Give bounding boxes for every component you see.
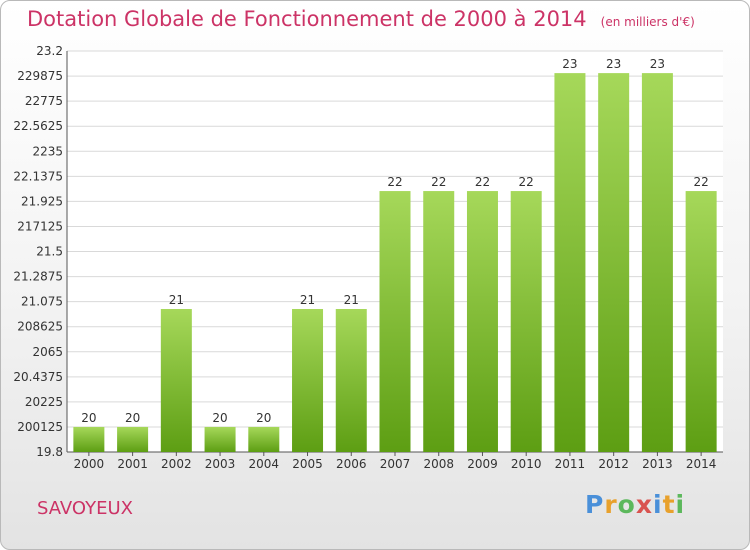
y-tick-label: 21.925 — [21, 194, 63, 208]
logo-letter-x: x — [635, 490, 653, 519]
x-tick-label-2005: 2005 — [292, 457, 323, 471]
bar-2008 — [423, 191, 455, 452]
bar-2001 — [117, 426, 149, 452]
bar-2011 — [554, 73, 586, 453]
data-label-2014: 22 — [693, 175, 708, 189]
logo-letter-r: r — [604, 490, 618, 519]
y-tick-label: 22.5625 — [13, 119, 63, 133]
y-tick-label: 2065 — [32, 345, 63, 359]
logo-letter-i-2: i — [675, 490, 686, 519]
x-tick-label-2004: 2004 — [249, 457, 280, 471]
x-tick-label-2002: 2002 — [161, 457, 192, 471]
data-label-2002: 21 — [169, 293, 184, 307]
y-tick-label: 22775 — [25, 94, 63, 108]
bar-2009 — [466, 191, 498, 452]
y-tick-label: 21.5 — [36, 245, 63, 259]
data-label-2003: 20 — [212, 411, 227, 425]
x-tick-label-2013: 2013 — [642, 457, 673, 471]
x-tick-label-2001: 2001 — [117, 457, 148, 471]
bar-2013 — [641, 73, 673, 453]
logo-letter-p: P — [585, 490, 605, 519]
bar-2010 — [510, 191, 542, 452]
x-tick-label-2006: 2006 — [336, 457, 367, 471]
bar-2007 — [379, 191, 411, 452]
x-tick-label-2009: 2009 — [467, 457, 498, 471]
data-label-2004: 20 — [256, 411, 271, 425]
y-tick-label: 229875 — [17, 69, 63, 83]
y-tick-label: 20.4375 — [13, 370, 63, 384]
data-label-2013: 23 — [650, 57, 665, 71]
y-tick-label: 200125 — [17, 420, 63, 434]
proxiti-logo: Proxiti — [585, 490, 685, 519]
data-label-2001: 20 — [125, 411, 140, 425]
data-label-2010: 22 — [519, 175, 534, 189]
data-label-2006: 21 — [344, 293, 359, 307]
y-tick-label: 19.8 — [36, 445, 63, 459]
x-tick-label-2014: 2014 — [686, 457, 717, 471]
y-tick-label: 21.2875 — [13, 270, 63, 284]
data-label-2007: 22 — [387, 175, 402, 189]
x-tick-label-2010: 2010 — [511, 457, 542, 471]
x-tick-label-2000: 2000 — [74, 457, 105, 471]
x-tick-label-2008: 2008 — [423, 457, 454, 471]
x-tick-label-2011: 2011 — [555, 457, 586, 471]
y-tick-label: 208625 — [17, 320, 63, 334]
logo-letter-o: o — [617, 490, 636, 519]
chart-title-text: Dotation Globale de Fonctionnement de 20… — [27, 7, 587, 31]
place-name: SAVOYEUX — [37, 498, 133, 519]
chart-unit: (en milliers d'€) — [600, 15, 695, 29]
bar-2014 — [685, 191, 717, 452]
chart-title: Dotation Globale de Fonctionnement de 20… — [27, 7, 695, 31]
bar-2002 — [160, 308, 192, 452]
y-tick-label: 217125 — [17, 219, 63, 233]
bar-2003 — [204, 426, 236, 452]
bar-2005 — [292, 308, 324, 452]
data-label-2009: 22 — [475, 175, 490, 189]
y-tick-label: 22.1375 — [13, 169, 63, 183]
data-label-2011: 23 — [562, 57, 577, 71]
bar-2004 — [248, 426, 280, 452]
logo-letter-i: i — [653, 490, 663, 519]
bar-2000 — [73, 426, 105, 452]
data-label-2012: 23 — [606, 57, 621, 71]
y-tick-label: 20225 — [25, 395, 63, 409]
x-tick-label-2012: 2012 — [598, 457, 629, 471]
x-tick-label-2007: 2007 — [380, 457, 411, 471]
y-tick-label: 23.2 — [36, 44, 63, 58]
bar-2012 — [598, 73, 630, 453]
y-tick-label: 21.075 — [21, 295, 63, 309]
data-label-2008: 22 — [431, 175, 446, 189]
y-tick-label: 2235 — [32, 144, 63, 158]
data-label-2005: 21 — [300, 293, 315, 307]
x-tick-label-2003: 2003 — [205, 457, 236, 471]
data-label-2000: 20 — [81, 411, 96, 425]
bar-2006 — [335, 308, 367, 452]
logo-letter-t: t — [662, 490, 676, 519]
